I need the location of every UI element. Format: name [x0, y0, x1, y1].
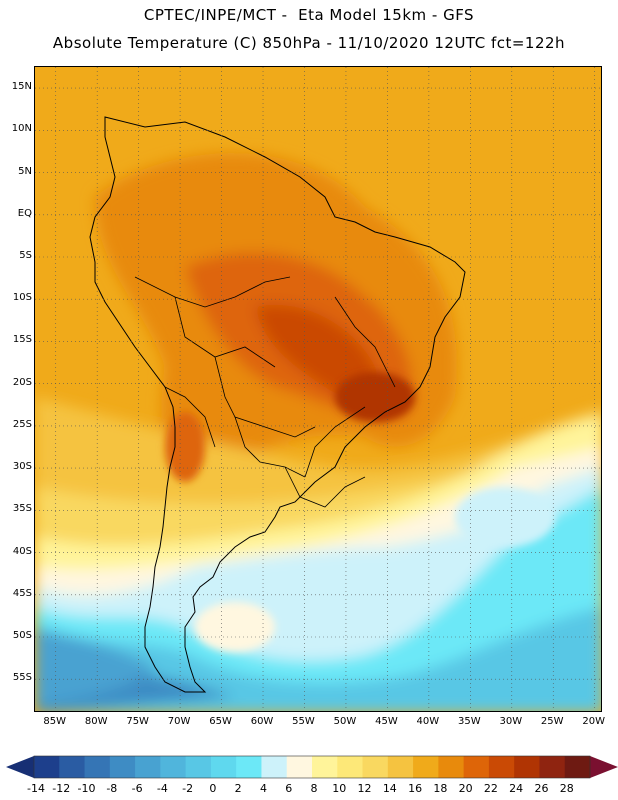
lon-tick-label: 80W: [84, 716, 108, 727]
colorbar-cell: [34, 756, 60, 778]
lat-tick-label: 30S: [12, 461, 32, 473]
temperature-map: [34, 66, 602, 712]
field-cool-neg2: [35, 627, 155, 707]
lon-tick-label: 45W: [375, 716, 398, 727]
colorbar-cell: [109, 756, 136, 778]
colorbar-tick-label: -14: [27, 782, 45, 795]
lat-tick-label: 20S: [12, 376, 32, 388]
lon-tick-label: 55W: [292, 716, 315, 727]
lon-tick-label: 40W: [416, 716, 440, 727]
cool-patch-patagonia: [195, 602, 275, 652]
colorbar-tick-label: 6: [285, 782, 293, 795]
colorbar-tick-label: 26: [534, 782, 549, 795]
cool-patch-atlantic: [455, 487, 555, 547]
colorbar-tick-label: 0: [209, 782, 217, 795]
colorbar-tick-label: -10: [77, 782, 96, 795]
lat-tick-label: 10N: [11, 123, 32, 135]
colorbar-tick-label: -8: [106, 782, 118, 795]
warm-core-southeast: [335, 372, 415, 422]
lon-tick-label: 65W: [209, 716, 232, 727]
lat-tick-label: 45S: [12, 587, 32, 599]
colorbar-cell: [564, 756, 591, 778]
colorbar-tick-label: 12: [357, 782, 372, 795]
lat-tick-label: 40S: [12, 545, 32, 557]
colorbar-cell: [261, 756, 288, 778]
colorbar-tick-label: 20: [458, 782, 473, 795]
colorbar-tick-label: 10: [332, 782, 347, 795]
colorbar-tick-label: 14: [382, 782, 397, 795]
lat-tick-label: EQ: [17, 207, 32, 219]
colorbar-cell: [387, 756, 414, 778]
chart-title-line1: CPTEC/INPE/MCT - Eta Model 15km - GFS: [143, 6, 475, 24]
lat-tick-label: 15S: [12, 334, 32, 346]
colorbar-tick-label: 4: [259, 782, 267, 795]
colorbar-cell: [160, 756, 187, 778]
colorbar-cell: [514, 756, 540, 778]
colorbar-outline: [33, 755, 591, 779]
colorbar-cell: [210, 756, 237, 778]
lon-tick-label: 85W: [43, 716, 67, 727]
colorbar-cell: [539, 756, 566, 778]
colorbar-cell: [135, 756, 161, 778]
colorbar-tick-label: 18: [433, 782, 448, 795]
colorbar-tick-label: 22: [483, 782, 498, 795]
border-segment: [334, 296, 396, 388]
colorbar-tick-label: 2: [234, 782, 242, 795]
border-segment: [134, 276, 291, 308]
colorbar-tick-label: -12: [52, 782, 71, 795]
border-segment: [214, 356, 316, 438]
colorbar-cell: [312, 756, 338, 778]
border-segment: [304, 406, 366, 478]
lon-tick-label: 30W: [499, 716, 523, 727]
colorbar-cell: [286, 756, 313, 778]
lat-tick-label: 50S: [12, 630, 32, 641]
colorbar-tick-label: 24: [509, 782, 524, 795]
colorbar-cell: [185, 756, 212, 778]
colorbar-cell: [488, 756, 515, 778]
colorbar-over-arrow: [590, 756, 618, 778]
lat-tick-label: 5S: [19, 250, 32, 261]
colorbar-tick-label: 8: [310, 782, 318, 795]
colorbar-tick-label: -6: [131, 782, 143, 795]
colorbar-cell: [463, 756, 490, 778]
graticule: [35, 67, 601, 711]
lat-tick-label: 55S: [12, 672, 32, 684]
colorbar-cell: [413, 756, 439, 778]
colorbar-tick-label: 28: [559, 782, 574, 795]
lon-tick-label: 75W: [126, 716, 149, 727]
colorbar-tick-label: -2: [182, 782, 194, 795]
border-segment: [234, 416, 306, 478]
colorbar-cell: [362, 756, 389, 778]
country-borders: [134, 276, 396, 508]
colorbar-tick-label: -4: [156, 782, 168, 795]
warm-patch-andes: [165, 412, 205, 482]
lat-tick-label: 35S: [12, 503, 32, 515]
south-america-outline: [89, 116, 466, 693]
lat-tick-label: 15N: [11, 81, 32, 93]
chart-title-line2: Absolute Temperature (C) 850hPa - 11/10/…: [52, 34, 566, 52]
lon-tick-label: 25W: [540, 716, 564, 727]
colorbar-cell: [337, 756, 364, 778]
lon-tick-label: 60W: [250, 716, 274, 727]
colorbar-cell: [438, 756, 465, 778]
colorbar-cell: [59, 756, 86, 778]
colorbar-under-arrow: [6, 756, 34, 778]
colorbar-cell: [84, 756, 111, 778]
colorbar-tick-label: 16: [408, 782, 423, 795]
border-segment: [284, 466, 366, 508]
field-warm-22: [255, 305, 377, 398]
border-segment: [164, 386, 216, 448]
lon-tick-label: 20W: [582, 716, 606, 727]
lat-tick-label: 5N: [18, 165, 32, 177]
colorbar: [6, 755, 618, 779]
lon-tick-label: 35W: [458, 716, 481, 727]
colorbar-cell: [236, 756, 262, 778]
lat-tick-label: 25S: [12, 418, 32, 430]
lon-tick-label: 50W: [333, 716, 357, 727]
lon-tick-label: 70W: [167, 716, 191, 727]
lat-tick-label: 10S: [12, 292, 32, 304]
